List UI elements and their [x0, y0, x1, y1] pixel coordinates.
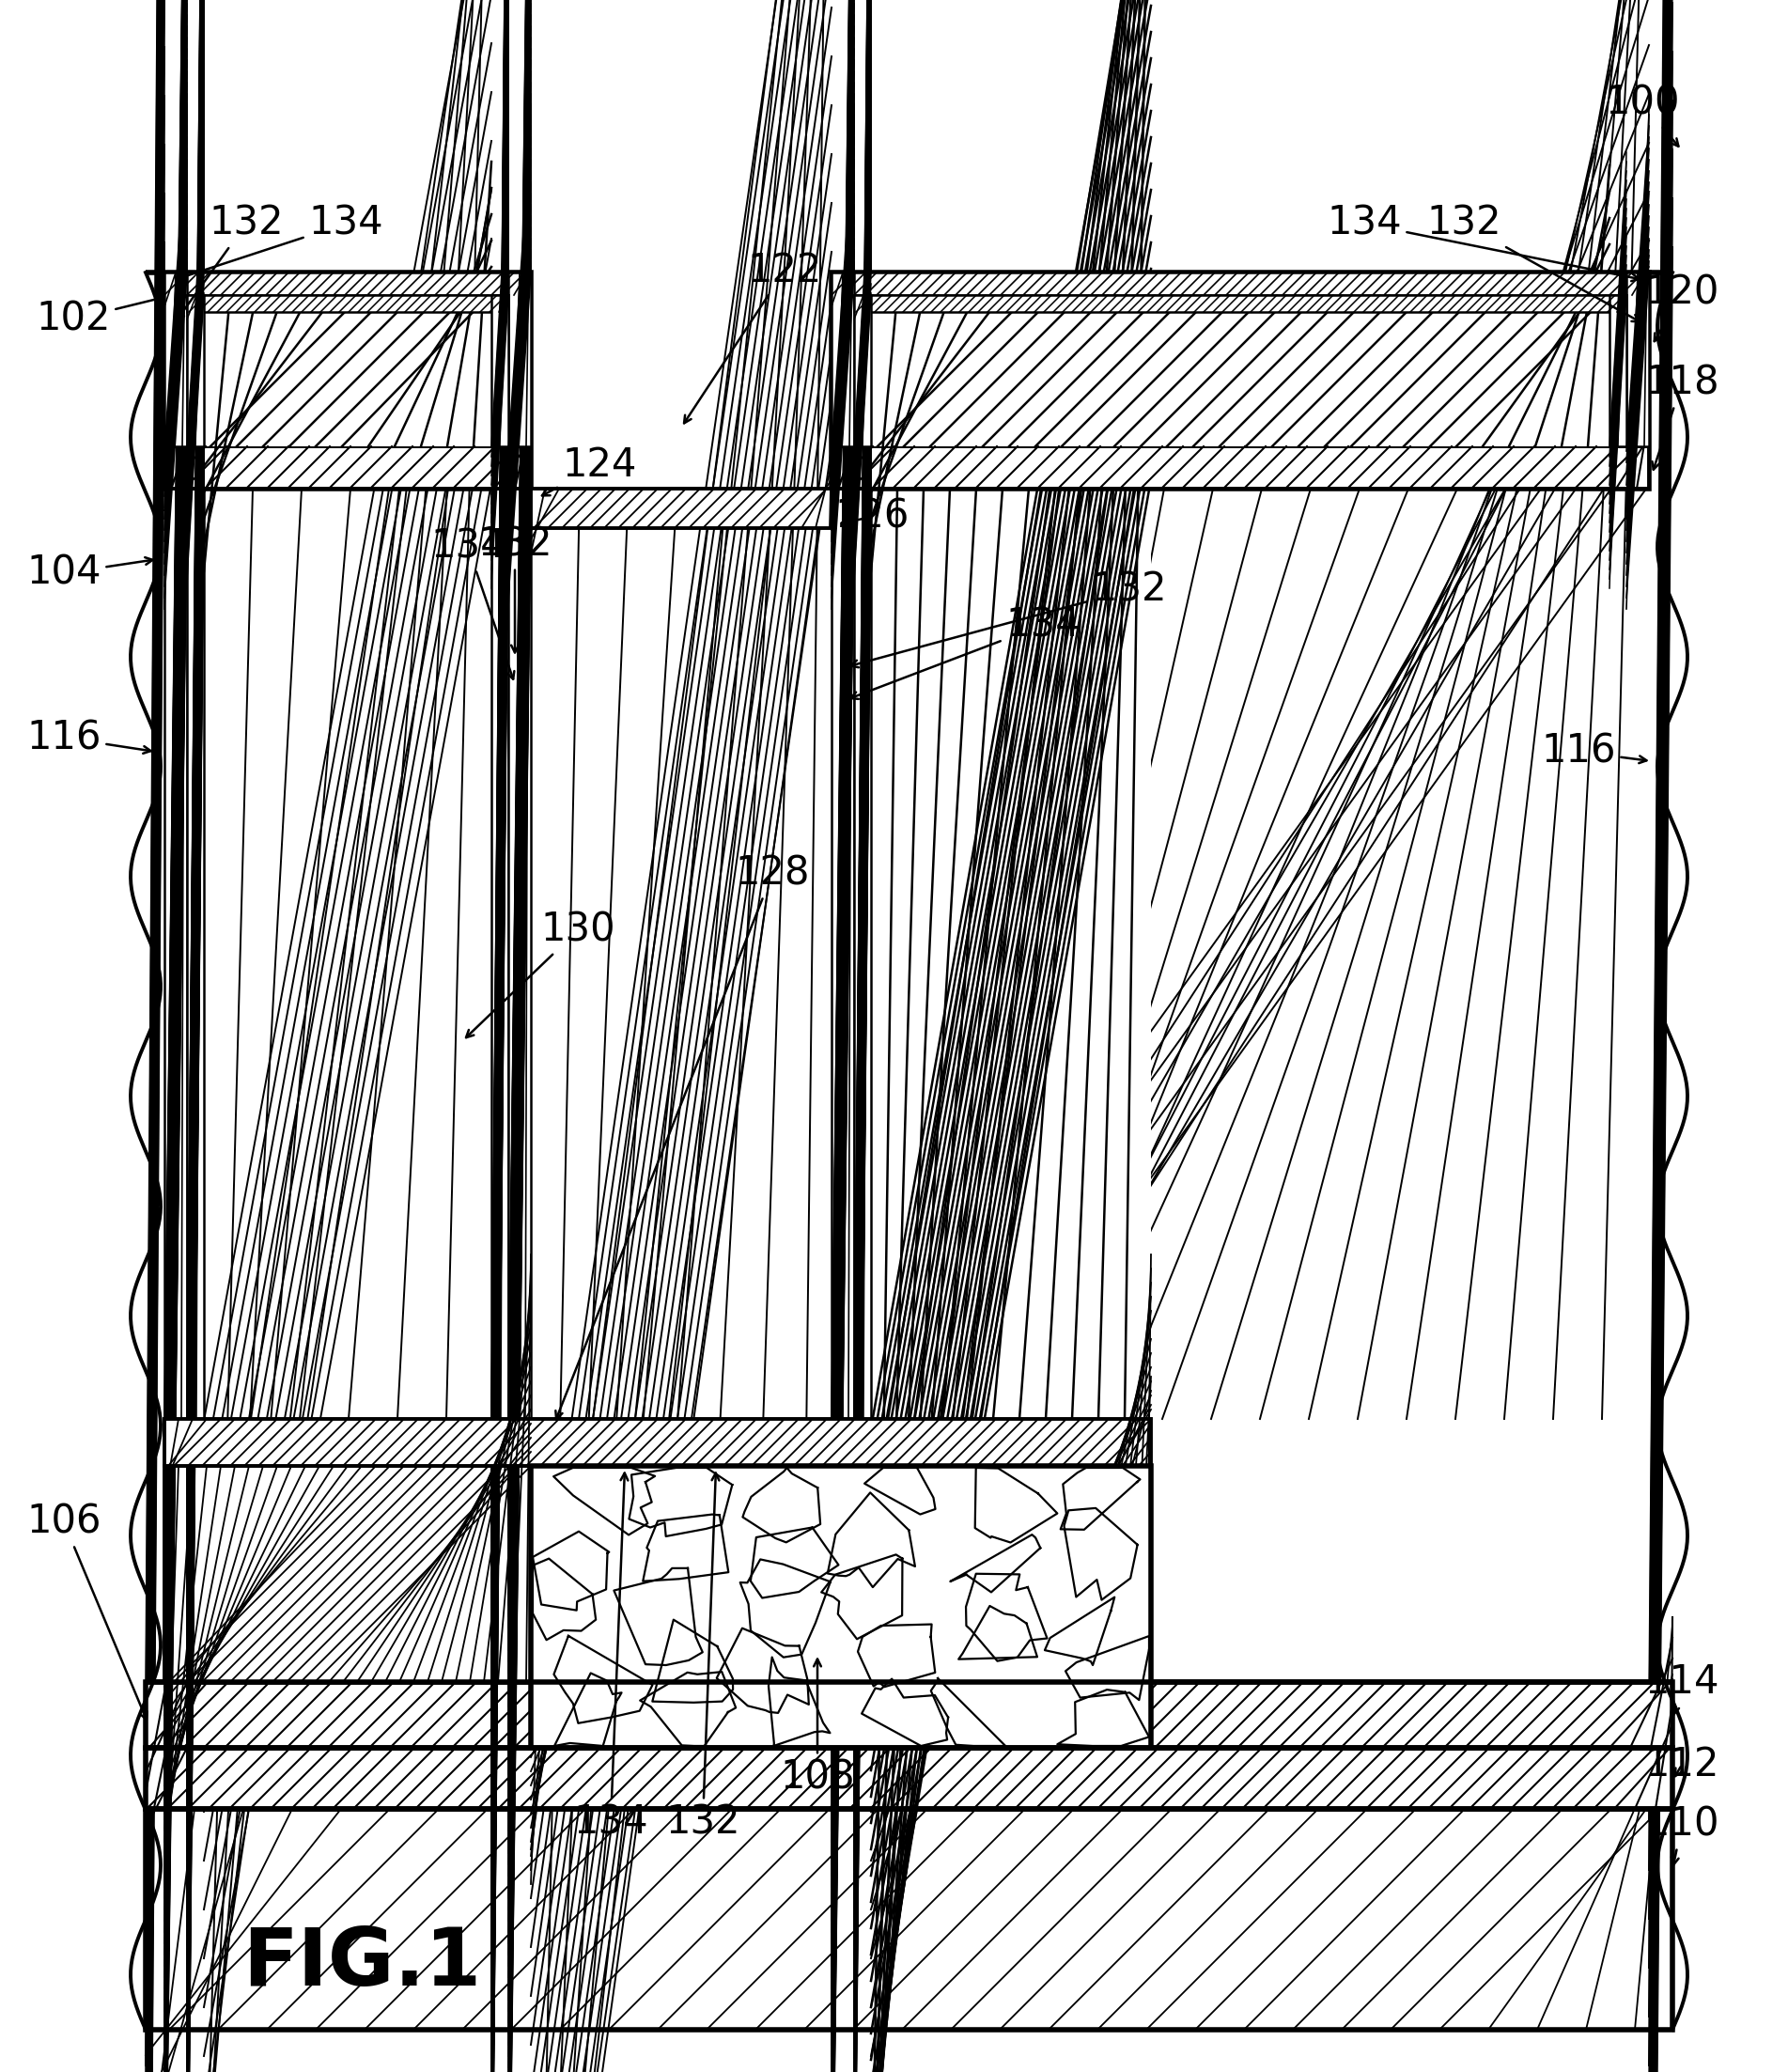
Text: 132: 132 — [1427, 203, 1640, 321]
Text: 132: 132 — [665, 1473, 740, 1842]
Bar — [492, 294, 508, 445]
Text: 106: 106 — [27, 1502, 147, 1720]
Text: 132: 132 — [177, 203, 284, 319]
Bar — [531, 1465, 1151, 1749]
Bar — [508, 274, 531, 445]
Bar — [164, 445, 531, 489]
Text: 128: 128 — [556, 854, 810, 1419]
Bar — [855, 294, 1627, 313]
Bar — [164, 274, 531, 489]
Text: 102: 102 — [36, 296, 164, 340]
Bar — [871, 294, 1609, 445]
Bar — [831, 274, 855, 445]
Bar — [831, 445, 1649, 489]
Text: 134: 134 — [1327, 203, 1640, 282]
Bar — [492, 489, 508, 1419]
Bar — [831, 489, 855, 1419]
Text: 114: 114 — [1645, 1662, 1720, 1714]
Bar — [164, 274, 188, 445]
Bar — [508, 489, 531, 1419]
Text: 116: 116 — [1541, 731, 1647, 771]
Bar — [531, 489, 831, 528]
Text: 132: 132 — [851, 570, 1168, 667]
Text: 126: 126 — [835, 497, 910, 537]
Text: 118: 118 — [1645, 365, 1720, 470]
Bar — [855, 294, 871, 445]
Bar — [164, 1419, 1151, 1465]
Bar — [188, 294, 204, 445]
Bar — [531, 1465, 1151, 1682]
Text: 120: 120 — [1645, 274, 1718, 342]
Text: 100: 100 — [1606, 83, 1679, 147]
Bar — [164, 1465, 531, 1682]
Bar — [164, 489, 188, 1419]
Bar — [1627, 274, 1649, 445]
Text: 108: 108 — [780, 1660, 855, 1798]
Bar — [831, 274, 1649, 294]
Bar — [164, 274, 531, 294]
Text: 134: 134 — [431, 526, 515, 680]
Bar — [145, 1749, 1672, 1809]
Text: 134: 134 — [179, 203, 383, 280]
Text: 112: 112 — [1645, 1745, 1718, 1784]
Bar — [831, 274, 1649, 489]
Text: 124: 124 — [542, 445, 637, 495]
Text: FIG.1: FIG.1 — [243, 1925, 481, 2004]
Text: 132: 132 — [477, 526, 552, 653]
Text: 110: 110 — [1645, 1805, 1720, 1865]
Text: 122: 122 — [685, 251, 822, 423]
Bar — [145, 274, 1672, 1682]
Bar — [145, 1682, 1672, 1749]
Text: 104: 104 — [27, 553, 152, 593]
Text: 130: 130 — [467, 910, 615, 1038]
Bar — [188, 294, 508, 313]
Bar — [1609, 294, 1627, 445]
Text: 134: 134 — [851, 605, 1080, 698]
Bar — [145, 1809, 1672, 2031]
Text: 134: 134 — [574, 1473, 647, 1842]
Bar — [871, 489, 1151, 1419]
Bar — [855, 489, 871, 1419]
Bar — [204, 294, 492, 445]
Text: 116: 116 — [27, 717, 150, 758]
Bar — [188, 489, 204, 1419]
